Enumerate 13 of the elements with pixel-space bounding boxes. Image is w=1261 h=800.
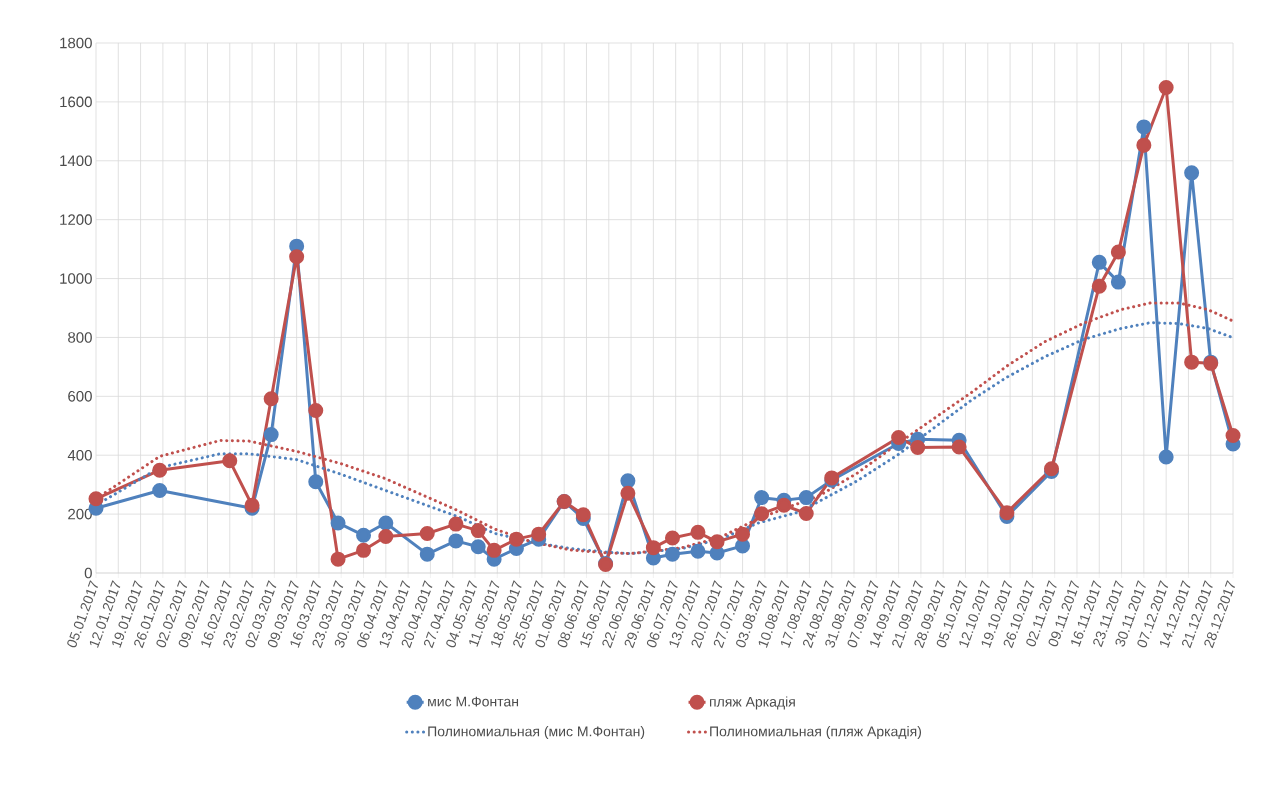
legend-label: Полиномиальная (мис М.Фонтан) — [428, 726, 645, 740]
y-tick-label: 1400 — [60, 155, 92, 167]
y-tick-label: 400 — [67, 449, 92, 461]
y-tick-label: 1800 — [60, 37, 92, 49]
y-tick-label: 800 — [68, 332, 92, 343]
y-tick-label: 1200 — [60, 214, 92, 225]
y-tick-label: 1000 — [60, 273, 92, 284]
y-tick-label: 0 — [84, 567, 92, 579]
legend-label: пляж Аркадія — [710, 696, 795, 710]
legend-label: мис М.Фонтан — [428, 696, 519, 707]
y-tick-label: 1600 — [60, 96, 92, 108]
legend-label: Полиномиальная (пляж Аркадія) — [710, 726, 922, 740]
y-tick-label: 600 — [68, 391, 92, 402]
